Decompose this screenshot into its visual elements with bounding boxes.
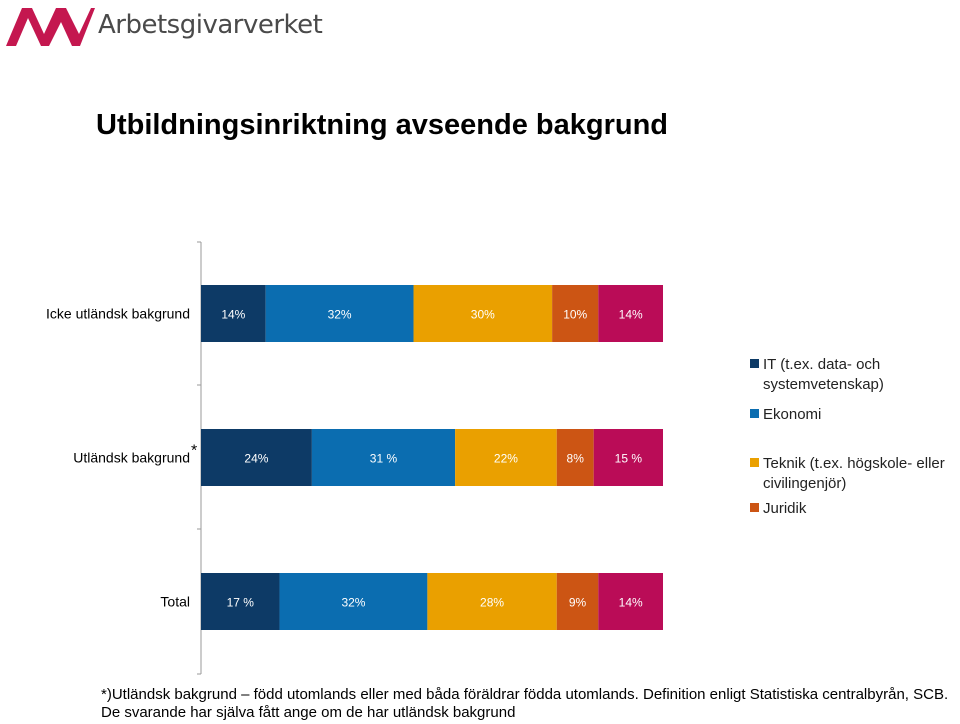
bar-segment — [413, 285, 553, 342]
category-label: Utländsk bakgrund — [73, 450, 190, 466]
bars: 14% 32% 30% 10% 14% 24% 31 % 22% 8% 15 % 17 % 32% 28… — [201, 285, 663, 630]
bar-data-label: 9% — [569, 596, 587, 610]
bar-segment — [556, 429, 594, 486]
bar-segment — [455, 429, 557, 486]
bar-segment — [556, 573, 599, 630]
bar-data-label: 32% — [328, 308, 352, 322]
legend-label: systemvetenskap) — [763, 376, 884, 393]
page-title: Utbildningsinriktning avseende bakgrund — [96, 109, 668, 141]
logo-text: Arbetsgivarverket — [98, 10, 323, 40]
category-label: Icke utländsk bakgrund — [46, 306, 190, 322]
bar-segment — [311, 429, 456, 486]
category-marker: * — [191, 443, 197, 460]
category-label: Total — [160, 594, 190, 610]
legend-item[interactable]: Teknik (t.ex. högskole- eller civilingenj… — [750, 455, 945, 492]
bar-segment — [598, 285, 663, 342]
legend-label: Juridik — [763, 500, 807, 517]
legend-label: Ekonomi — [763, 406, 821, 423]
legend-swatch — [750, 359, 759, 368]
bar-data-label: 17 % — [227, 596, 255, 610]
bar-segment — [593, 429, 663, 486]
bar-data-label: 14% — [619, 308, 643, 322]
bar-segment — [201, 429, 312, 486]
bar-data-label: 32% — [341, 596, 365, 610]
legend-label: civilingenjör) — [763, 475, 846, 492]
bar-data-label: 14% — [221, 308, 245, 322]
bar-data-label: 8% — [567, 452, 585, 466]
category-labels: Icke utländsk bakgrund Utländsk bakgrund *… — [46, 306, 197, 610]
bar-data-label: 28% — [480, 596, 504, 610]
bar-data-label: 24% — [244, 452, 268, 466]
y-axis — [197, 241, 202, 675]
bar-data-label: 10% — [563, 308, 587, 322]
legend[interactable]: IT (t.ex. data- och systemvetenskap) Ekono… — [750, 356, 945, 517]
bar-segment — [279, 573, 428, 630]
legend-swatch — [750, 503, 759, 512]
bar-data-label: 22% — [494, 452, 518, 466]
bar-data-label: 30% — [471, 308, 495, 322]
logo: Arbetsgivarverket — [4, 4, 323, 52]
footnote: *)Utländsk bakgrund – född utomlands ell… — [101, 686, 948, 722]
legend-swatch — [750, 409, 759, 418]
bar-segment — [598, 573, 663, 630]
bar-data-label: 31 % — [370, 452, 398, 466]
bar-segment — [552, 285, 599, 342]
bar-segment — [427, 573, 557, 630]
legend-label: Teknik (t.ex. högskole- eller — [763, 455, 945, 472]
bar-segment — [201, 285, 266, 342]
stacked-bar-chart: 14% 32% 30% 10% 14% 24% 31 % 22% 8% 15 % 17 % 32% 28… — [46, 241, 945, 675]
legend-swatch — [750, 458, 759, 467]
bar-segment — [265, 285, 414, 342]
footnote-line-1: *)Utländsk bakgrund – född utomlands ell… — [101, 686, 949, 703]
legend-item[interactable]: IT (t.ex. data- och systemvetenskap) — [750, 356, 884, 393]
legend-item[interactable]: Ekonomi — [750, 406, 821, 423]
footnote-line-2: De svarande har själva fått ange om de h… — [101, 704, 516, 721]
logo-mark-icon — [6, 8, 95, 46]
bar-segment — [201, 573, 280, 630]
legend-item[interactable]: Juridik — [750, 500, 807, 517]
legend-label: IT (t.ex. data- och — [763, 356, 880, 373]
bar-data-label: 15 % — [615, 452, 643, 466]
bar-data-label: 14% — [619, 596, 643, 610]
